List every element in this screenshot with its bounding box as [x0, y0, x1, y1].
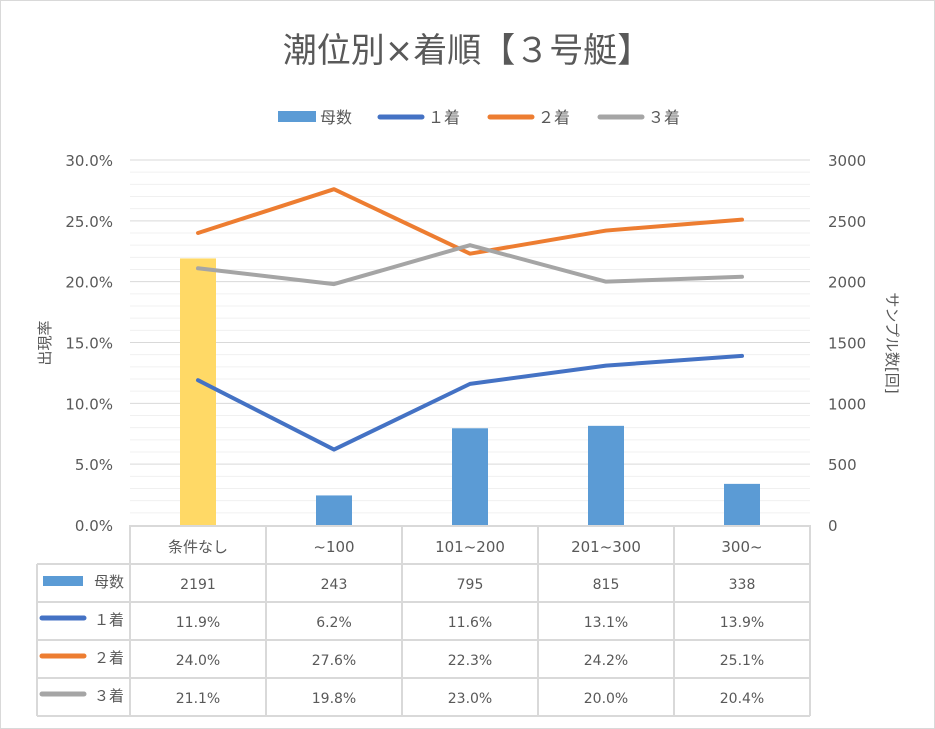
table-cell: 22.3% [448, 653, 492, 669]
bar-mother-4 [724, 483, 760, 525]
table-cell: 2191 [180, 577, 216, 593]
table-cell: 20.4% [720, 691, 764, 707]
table-cell: 11.9% [176, 615, 220, 631]
bar-mother-3 [588, 425, 624, 525]
table-cell: 11.6% [448, 615, 492, 631]
table-cell: 19.8% [312, 691, 356, 707]
y-tick-label: 30.0% [65, 152, 113, 170]
legend-mother-label: 母数 [320, 108, 352, 127]
y-right-axis-title: サンプル数[回] [883, 292, 901, 393]
category-label: 条件なし [168, 538, 228, 556]
category-label: 101~200 [435, 538, 505, 556]
table-cell: 815 [593, 577, 620, 593]
table-cell: 25.1% [720, 653, 764, 669]
table-cell: 21.1% [176, 691, 220, 707]
y-axis-title: 出現率 [36, 320, 54, 365]
bar-mother-1 [316, 495, 352, 525]
table-cell: 27.6% [312, 653, 356, 669]
y-tick-label: 10.0% [65, 395, 113, 413]
bar-mother-2 [452, 428, 488, 525]
legend-mother-swatch [278, 111, 316, 122]
table-cell: 13.9% [720, 615, 764, 631]
line-series-3 [196, 243, 744, 287]
table-cell: 20.0% [584, 691, 628, 707]
bar-mother-0 [180, 258, 216, 525]
category-label: ~100 [313, 538, 354, 556]
table-cell: 338 [729, 577, 756, 593]
chart-title: 潮位別×着順【３号艇】 [283, 31, 652, 71]
y-right-tick-label: 2000 [828, 274, 866, 292]
table-cell: 243 [321, 577, 348, 593]
y-tick-label: 0.0% [75, 517, 113, 535]
table-cell: 24.0% [176, 653, 220, 669]
table-cell: 24.2% [584, 653, 628, 669]
table-key-swatch [43, 576, 83, 586]
category-label: 201~300 [571, 538, 641, 556]
table-cell: 13.1% [584, 615, 628, 631]
table-row-label: 母数 [94, 573, 124, 591]
y-right-tick-label: 0 [828, 517, 838, 535]
legend-2nd-label: ２着 [538, 108, 570, 127]
y-tick-label: 20.0% [65, 274, 113, 292]
table-cell: 23.0% [448, 691, 492, 707]
y-right-tick-label: 3000 [828, 152, 866, 170]
y-right-tick-label: 2500 [828, 213, 866, 231]
table-row-label: ２着 [94, 649, 124, 667]
y-tick-label: 25.0% [65, 213, 113, 231]
y-right-tick-label: 1000 [828, 395, 866, 413]
table-row-label: ３着 [94, 687, 124, 705]
table-cell: 795 [457, 577, 484, 593]
table-row-label: １着 [94, 611, 124, 629]
legend-1st-label: １着 [428, 108, 460, 127]
y-tick-label: 5.0% [75, 456, 113, 474]
legend-3rd-label: ３着 [648, 108, 680, 127]
y-right-tick-label: 500 [828, 456, 857, 474]
y-right-tick-label: 1500 [828, 335, 866, 353]
y-tick-label: 15.0% [65, 335, 113, 353]
category-label: 300~ [721, 538, 762, 556]
line-series-1 [196, 353, 744, 452]
table-cell: 6.2% [316, 615, 352, 631]
line-series-2 [196, 187, 744, 256]
